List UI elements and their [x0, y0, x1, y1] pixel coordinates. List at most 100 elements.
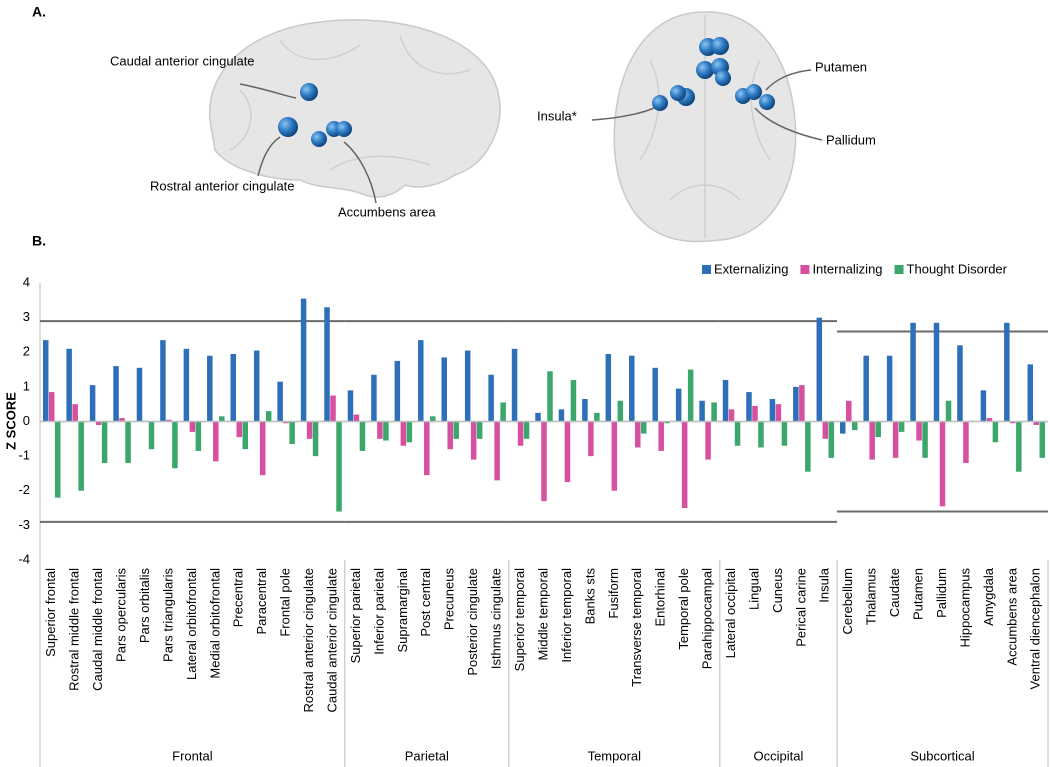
- bar: [66, 348, 72, 422]
- bar: [500, 402, 506, 422]
- x-tick-label: Caudal middle frontal: [90, 568, 105, 691]
- x-tick-label: Amygdala: [981, 567, 996, 626]
- x-tick-label: Isthmus cingulate: [489, 568, 504, 669]
- bar: [898, 421, 905, 432]
- bar: [119, 418, 125, 422]
- bar: [125, 421, 131, 464]
- bar: [95, 421, 102, 425]
- y-tick-label: -2: [18, 482, 30, 497]
- bar: [523, 421, 530, 439]
- x-tick-label: Frontal pole: [278, 568, 293, 637]
- bar: [922, 421, 928, 458]
- legend-label: Internalizing: [812, 261, 882, 276]
- bar: [594, 412, 600, 422]
- bar: [582, 398, 588, 422]
- bar: [207, 355, 213, 422]
- x-tick-label: Rostral anterior cingulate: [301, 568, 316, 713]
- bar: [464, 350, 471, 422]
- bar: [236, 421, 243, 438]
- x-tick-label: Inferior parietal: [371, 568, 386, 655]
- x-tick-label: Supramarginal: [395, 568, 410, 653]
- bar: [394, 360, 401, 422]
- bar: [611, 421, 618, 491]
- bar: [195, 421, 202, 451]
- bar: [722, 379, 729, 422]
- bar: [430, 416, 436, 422]
- bar: [453, 421, 459, 439]
- legend-label: Thought Disorder: [907, 261, 1008, 276]
- bar: [517, 421, 524, 446]
- x-tick-label: Banks sts: [582, 568, 597, 625]
- legend-label: Externalizing: [714, 261, 788, 276]
- bar: [687, 369, 694, 422]
- bar: [306, 421, 313, 439]
- bar: [101, 421, 108, 464]
- bar: [629, 355, 635, 422]
- y-tick-label: 3: [23, 309, 30, 324]
- bar: [705, 421, 711, 460]
- bar: [353, 414, 360, 422]
- x-tick-label: Rostral middle frontal: [67, 568, 82, 691]
- annotation: Pallidum: [826, 132, 876, 147]
- x-tick-label: Thalamus: [864, 568, 879, 626]
- callout-line: [765, 69, 812, 91]
- bar: [283, 421, 289, 424]
- bar: [259, 421, 266, 476]
- bar: [775, 404, 782, 422]
- callout-line: [257, 136, 281, 177]
- bar: [863, 355, 869, 422]
- bar: [992, 421, 999, 443]
- x-tick-label: Post central: [418, 568, 433, 637]
- brain-axial: [613, 11, 797, 243]
- y-tick-label: -1: [18, 448, 30, 463]
- bar: [541, 421, 547, 502]
- bar: [78, 421, 84, 491]
- x-tick-label: Parahippocampal: [700, 568, 715, 669]
- bar: [1033, 421, 1040, 425]
- y-tick-label: 2: [23, 344, 30, 359]
- x-tick-label: Entorhinal: [653, 568, 668, 627]
- bar: [892, 421, 899, 458]
- bar: [828, 421, 835, 458]
- annotation: Rostral anterior cingulate: [150, 178, 295, 193]
- bar: [230, 353, 237, 422]
- bar: [851, 421, 858, 431]
- bar: [617, 400, 624, 422]
- bar: [324, 307, 330, 422]
- bar: [781, 421, 788, 446]
- x-tick-label: Ventral diencephalon: [1028, 568, 1043, 689]
- x-tick-label: Perical carine: [793, 568, 808, 647]
- x-tick-label: Precuneus: [442, 568, 457, 631]
- bar: [347, 390, 354, 422]
- bar: [711, 402, 717, 422]
- bar: [277, 381, 283, 422]
- x-tick-label: Paracentral: [254, 568, 269, 635]
- bar: [558, 409, 565, 422]
- y-axis-title: Z SCORE: [3, 392, 18, 450]
- x-tick-label: Pars opercularis: [113, 568, 128, 662]
- bar: [570, 379, 577, 422]
- x-tick-label: Superior parietal: [348, 568, 363, 663]
- x-tick-label: Hippocampus: [957, 568, 972, 648]
- bar: [664, 421, 670, 424]
- bar: [377, 421, 383, 439]
- x-tick-label: Middle temporal: [535, 568, 550, 661]
- bar: [42, 340, 49, 422]
- bar: [253, 350, 260, 422]
- bar: [916, 421, 922, 441]
- callout-line: [754, 107, 823, 141]
- bar: [1004, 322, 1010, 422]
- bar: [166, 419, 172, 422]
- x-tick-label: Pallidum: [934, 568, 949, 618]
- bar: [113, 366, 119, 422]
- bar: [769, 398, 776, 422]
- bar: [265, 411, 272, 422]
- bar: [875, 421, 881, 438]
- bar: [752, 405, 758, 422]
- callout-line: [343, 141, 377, 204]
- bar: [816, 317, 823, 422]
- bar: [48, 392, 55, 422]
- x-tick-label: Superior temporal: [512, 568, 527, 671]
- x-tick-label: Pars triangularis: [160, 568, 175, 662]
